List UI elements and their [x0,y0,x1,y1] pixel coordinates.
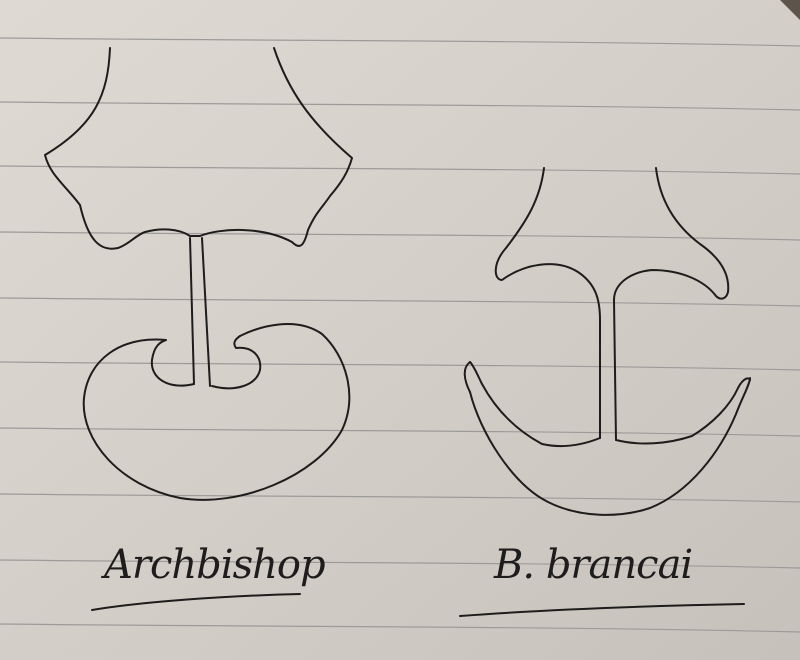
ruled-lines [0,37,800,633]
brancai-base-right-inner [615,377,751,445]
brancai-sketch [463,167,751,516]
ruled-line [0,101,800,111]
archbishop-stem-right [201,237,211,387]
archbishop-sketch [44,47,353,501]
archbishop-base-left [82,323,351,501]
ruled-line [0,427,800,437]
brancai-base-left-inner [469,361,601,447]
archbishop-stem-left [189,237,195,385]
archbishop-label: Archbishop [100,542,325,588]
ruled-line [0,623,800,633]
ruled-line [0,361,800,371]
ruled-line [0,37,800,47]
brancai-base-outer [463,361,751,516]
ruled-line [0,559,800,569]
ruled-line [0,165,800,175]
brancai-label: B. brancai [493,542,692,588]
brancai-head-outline [494,167,601,439]
brancai-underline [459,603,745,617]
archbishop-underline [91,593,301,611]
archbishop-base-right-curl [211,335,262,390]
ruled-line [0,493,800,503]
brancai-head-outline-right [613,167,730,441]
ruled-line [0,297,800,307]
ruled-line [0,231,800,241]
archbishop-head-outline [44,47,353,250]
